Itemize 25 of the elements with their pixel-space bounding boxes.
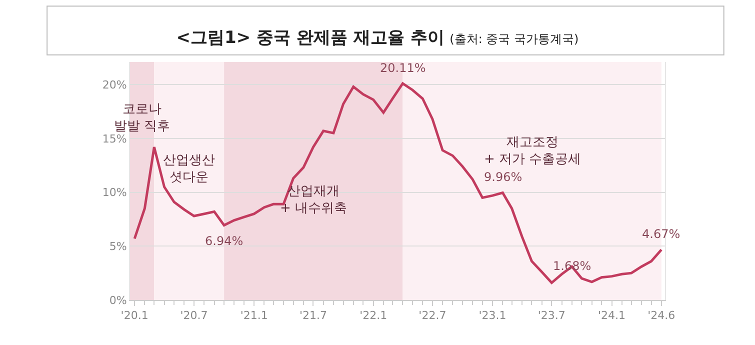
annotation: 9.96% bbox=[484, 170, 522, 184]
band-label: 재고조정 + 저가 수출공세 bbox=[484, 135, 582, 167]
annotation: 4.67% bbox=[642, 227, 680, 241]
annotation: 20.11% bbox=[380, 61, 426, 75]
annotation: 1.68% bbox=[553, 259, 592, 273]
annotation: 6.94% bbox=[205, 234, 244, 248]
chart-subtitle: (출처: 중국 국가통계국) bbox=[450, 32, 579, 46]
y-tick-label: 15% bbox=[102, 132, 127, 146]
y-tick-label: 0% bbox=[109, 294, 127, 307]
x-tick-label: '23.1 bbox=[478, 309, 506, 322]
x-tick-label: '23.7 bbox=[538, 309, 566, 322]
x-tick-label: '22.7 bbox=[418, 309, 446, 322]
y-tick-label: 20% bbox=[102, 78, 127, 92]
y-tick-label: 10% bbox=[102, 186, 127, 200]
band-label: 산업생산 셧다운 bbox=[163, 153, 215, 185]
x-tick-label: '22.1 bbox=[360, 309, 388, 322]
x-tick-label: '21.7 bbox=[299, 309, 327, 322]
chart-title: <그림1> 중국 완제품 재고율 추이 bbox=[176, 28, 444, 48]
x-tick-label: '20.7 bbox=[180, 309, 208, 322]
x-tick-label: '24.6 bbox=[648, 309, 676, 322]
x-tick-label: '24.1 bbox=[598, 309, 626, 322]
y-tick-label: 5% bbox=[109, 240, 127, 253]
band-label: 코로나 발발 직후 bbox=[114, 102, 170, 134]
x-tick-label: '20.1 bbox=[120, 309, 148, 322]
x-tick-label: '21.1 bbox=[240, 309, 268, 322]
